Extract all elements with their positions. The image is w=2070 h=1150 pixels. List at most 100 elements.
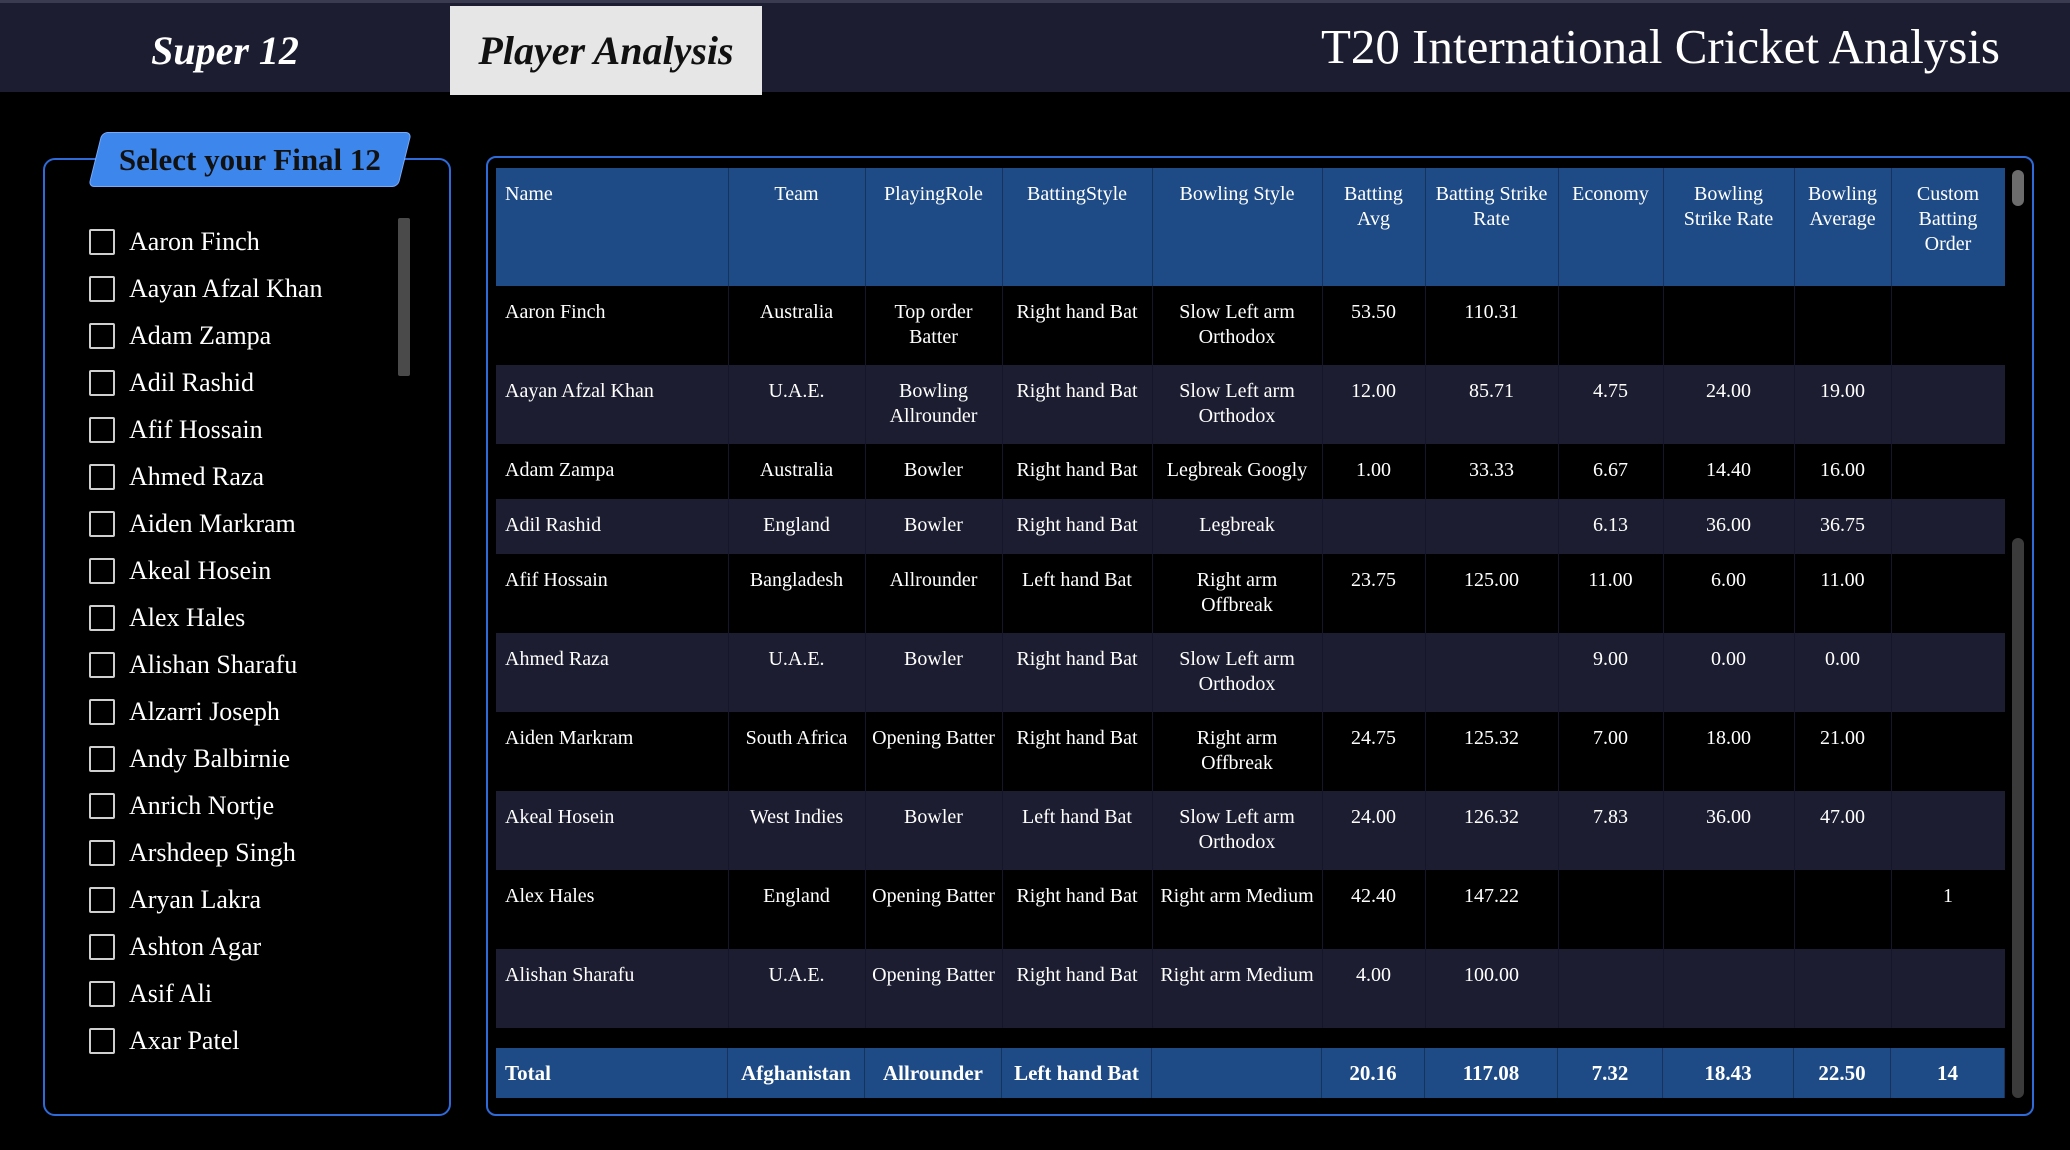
player-checkbox[interactable] [89, 463, 115, 490]
player-item[interactable]: Akeal Hosein [89, 547, 389, 594]
table-cell: Legbreak [1152, 499, 1323, 554]
app-title: T20 International Cricket Analysis [1320, 18, 2000, 74]
player-checkbox[interactable] [89, 557, 115, 584]
player-checkbox[interactable] [89, 886, 115, 913]
column-header[interactable]: Batting Strike Rate [1425, 168, 1559, 286]
player-checkbox-list[interactable]: Aaron Finch Aayan Afzal Khan Adam Zampa Adi… [89, 218, 389, 1078]
player-item[interactable]: Anrich Nortje [89, 782, 389, 829]
table-cell: 42.40 [1322, 870, 1426, 949]
player-checkbox[interactable] [89, 510, 115, 537]
column-header[interactable]: PlayingRole [865, 168, 1003, 286]
player-checkbox[interactable] [89, 416, 115, 443]
table-cell: Right hand Bat [1002, 286, 1153, 365]
player-checkbox[interactable] [89, 698, 115, 725]
player-item[interactable]: Axar Patel [89, 1017, 389, 1064]
player-table-viewport[interactable]: Name Team PlayingRole BattingStyle Bowling S… [496, 168, 2005, 1098]
player-checkbox[interactable] [89, 322, 115, 349]
total-cell: Left hand Bat [1002, 1048, 1152, 1098]
table-row[interactable]: Aayan Afzal Khan U.A.E. Bowling Allrounder… [496, 365, 2005, 444]
table-total-row: Total Afghanistan Allrounder Left hand Bat 2… [496, 1048, 2005, 1098]
table-cell [1322, 499, 1426, 554]
player-checkbox[interactable] [89, 369, 115, 396]
player-checkbox[interactable] [89, 792, 115, 819]
player-list-scrollbar[interactable] [398, 218, 410, 376]
player-item[interactable]: Adil Rashid [89, 359, 389, 406]
table-row[interactable]: Aiden Markram South Africa Opening Batter R… [496, 712, 2005, 791]
table-row[interactable]: Aaron Finch Australia Top order Batter Righ… [496, 286, 2005, 365]
table-scrollbar-lower[interactable] [2012, 538, 2024, 1098]
total-cell [1152, 1048, 1322, 1098]
player-name: Ashton Agar [129, 931, 262, 961]
column-header[interactable]: Bowling Strike Rate [1663, 168, 1795, 286]
player-checkbox[interactable] [89, 1027, 115, 1054]
column-header[interactable]: Bowling Style [1152, 168, 1323, 286]
table-scrollbar-thumb[interactable] [2012, 170, 2024, 206]
table-cell: 33.33 [1425, 444, 1559, 499]
column-header[interactable]: Name [496, 168, 729, 286]
table-cell: 100.00 [1425, 949, 1559, 1028]
player-item[interactable]: Alex Hales [89, 594, 389, 641]
table-cell: 125.32 [1425, 712, 1559, 791]
table-cell: 24.00 [1322, 791, 1426, 870]
table-cell: 9.00 [1558, 633, 1664, 712]
player-checkbox[interactable] [89, 839, 115, 866]
player-checkbox[interactable] [89, 745, 115, 772]
table-row[interactable]: Adil Rashid England Bowler Right hand Bat Le… [496, 499, 2005, 554]
player-checkbox[interactable] [89, 651, 115, 678]
total-cell: Allrounder [865, 1048, 1002, 1098]
table-row[interactable]: Alishan Sharafu U.A.E. Opening Batter Right… [496, 949, 2005, 1028]
player-item[interactable]: Asif Ali [89, 970, 389, 1017]
player-name: Ahmed Raza [129, 461, 265, 491]
table-cell: 0.00 [1663, 633, 1795, 712]
table-row[interactable]: Alex Hales England Opening Batter Right han… [496, 870, 2005, 949]
column-header[interactable]: Team [728, 168, 866, 286]
player-item[interactable]: Andy Balbirnie [89, 735, 389, 782]
player-item[interactable]: Adam Zampa [89, 312, 389, 359]
player-checkbox[interactable] [89, 275, 115, 302]
table-cell: Slow Left arm Orthodox [1152, 633, 1323, 712]
player-checkbox[interactable] [89, 980, 115, 1007]
player-item[interactable]: Afif Hossain [89, 406, 389, 453]
player-table: Name Team PlayingRole BattingStyle Bowling S… [496, 168, 2005, 1028]
column-header[interactable]: Custom Batting Order [1891, 168, 2005, 286]
column-header[interactable]: Batting Avg [1322, 168, 1426, 286]
column-header[interactable]: BattingStyle [1002, 168, 1153, 286]
player-item[interactable]: Arshdeep Singh [89, 829, 389, 876]
table-cell [1891, 444, 2005, 499]
table-row[interactable]: Ahmed Raza U.A.E. Bowler Right hand Bat Slow… [496, 633, 2005, 712]
player-checkbox[interactable] [89, 933, 115, 960]
table-cell: Right hand Bat [1002, 499, 1153, 554]
table-cell: 19.00 [1794, 365, 1892, 444]
column-header[interactable]: Economy [1558, 168, 1664, 286]
table-cell: 36.00 [1663, 791, 1795, 870]
player-item[interactable]: Aayan Afzal Khan [89, 265, 389, 312]
table-cell [1891, 712, 2005, 791]
table-cell: Right arm Offbreak [1152, 712, 1323, 791]
player-item[interactable]: Aryan Lakra [89, 876, 389, 923]
player-checkbox[interactable] [89, 604, 115, 631]
table-cell: 11.00 [1558, 554, 1664, 633]
table-cell: Right arm Medium [1152, 949, 1323, 1028]
table-cell: Right hand Bat [1002, 949, 1153, 1028]
player-item[interactable]: Ashton Agar [89, 923, 389, 970]
table-cell [1663, 949, 1795, 1028]
player-selector-label: Select your Final 12 [88, 132, 412, 187]
player-item[interactable]: Alishan Sharafu [89, 641, 389, 688]
column-header[interactable]: Bowling Average [1794, 168, 1892, 286]
player-name: Andy Balbirnie [129, 743, 291, 773]
tab-super12[interactable]: Super 12 [151, 28, 299, 73]
player-item[interactable]: Aiden Markram [89, 500, 389, 547]
table-cell [1794, 949, 1892, 1028]
player-item[interactable]: Ahmed Raza [89, 453, 389, 500]
tab-player-analysis[interactable]: Player Analysis [450, 6, 762, 95]
player-checkbox[interactable] [89, 228, 115, 255]
table-row[interactable]: Afif Hossain Bangladesh Allrounder Left han… [496, 554, 2005, 633]
total-cell: Total [496, 1048, 728, 1098]
table-row[interactable]: Adam Zampa Australia Bowler Right hand Bat L… [496, 444, 2005, 499]
table-row[interactable]: Akeal Hosein West Indies Bowler Left hand B… [496, 791, 2005, 870]
table-cell: England [728, 870, 866, 949]
player-item[interactable]: Alzarri Joseph [89, 688, 389, 735]
table-body: Aaron Finch Australia Top order Batter Righ… [496, 286, 2005, 1028]
table-cell: 21.00 [1794, 712, 1892, 791]
player-item[interactable]: Aaron Finch [89, 218, 389, 265]
